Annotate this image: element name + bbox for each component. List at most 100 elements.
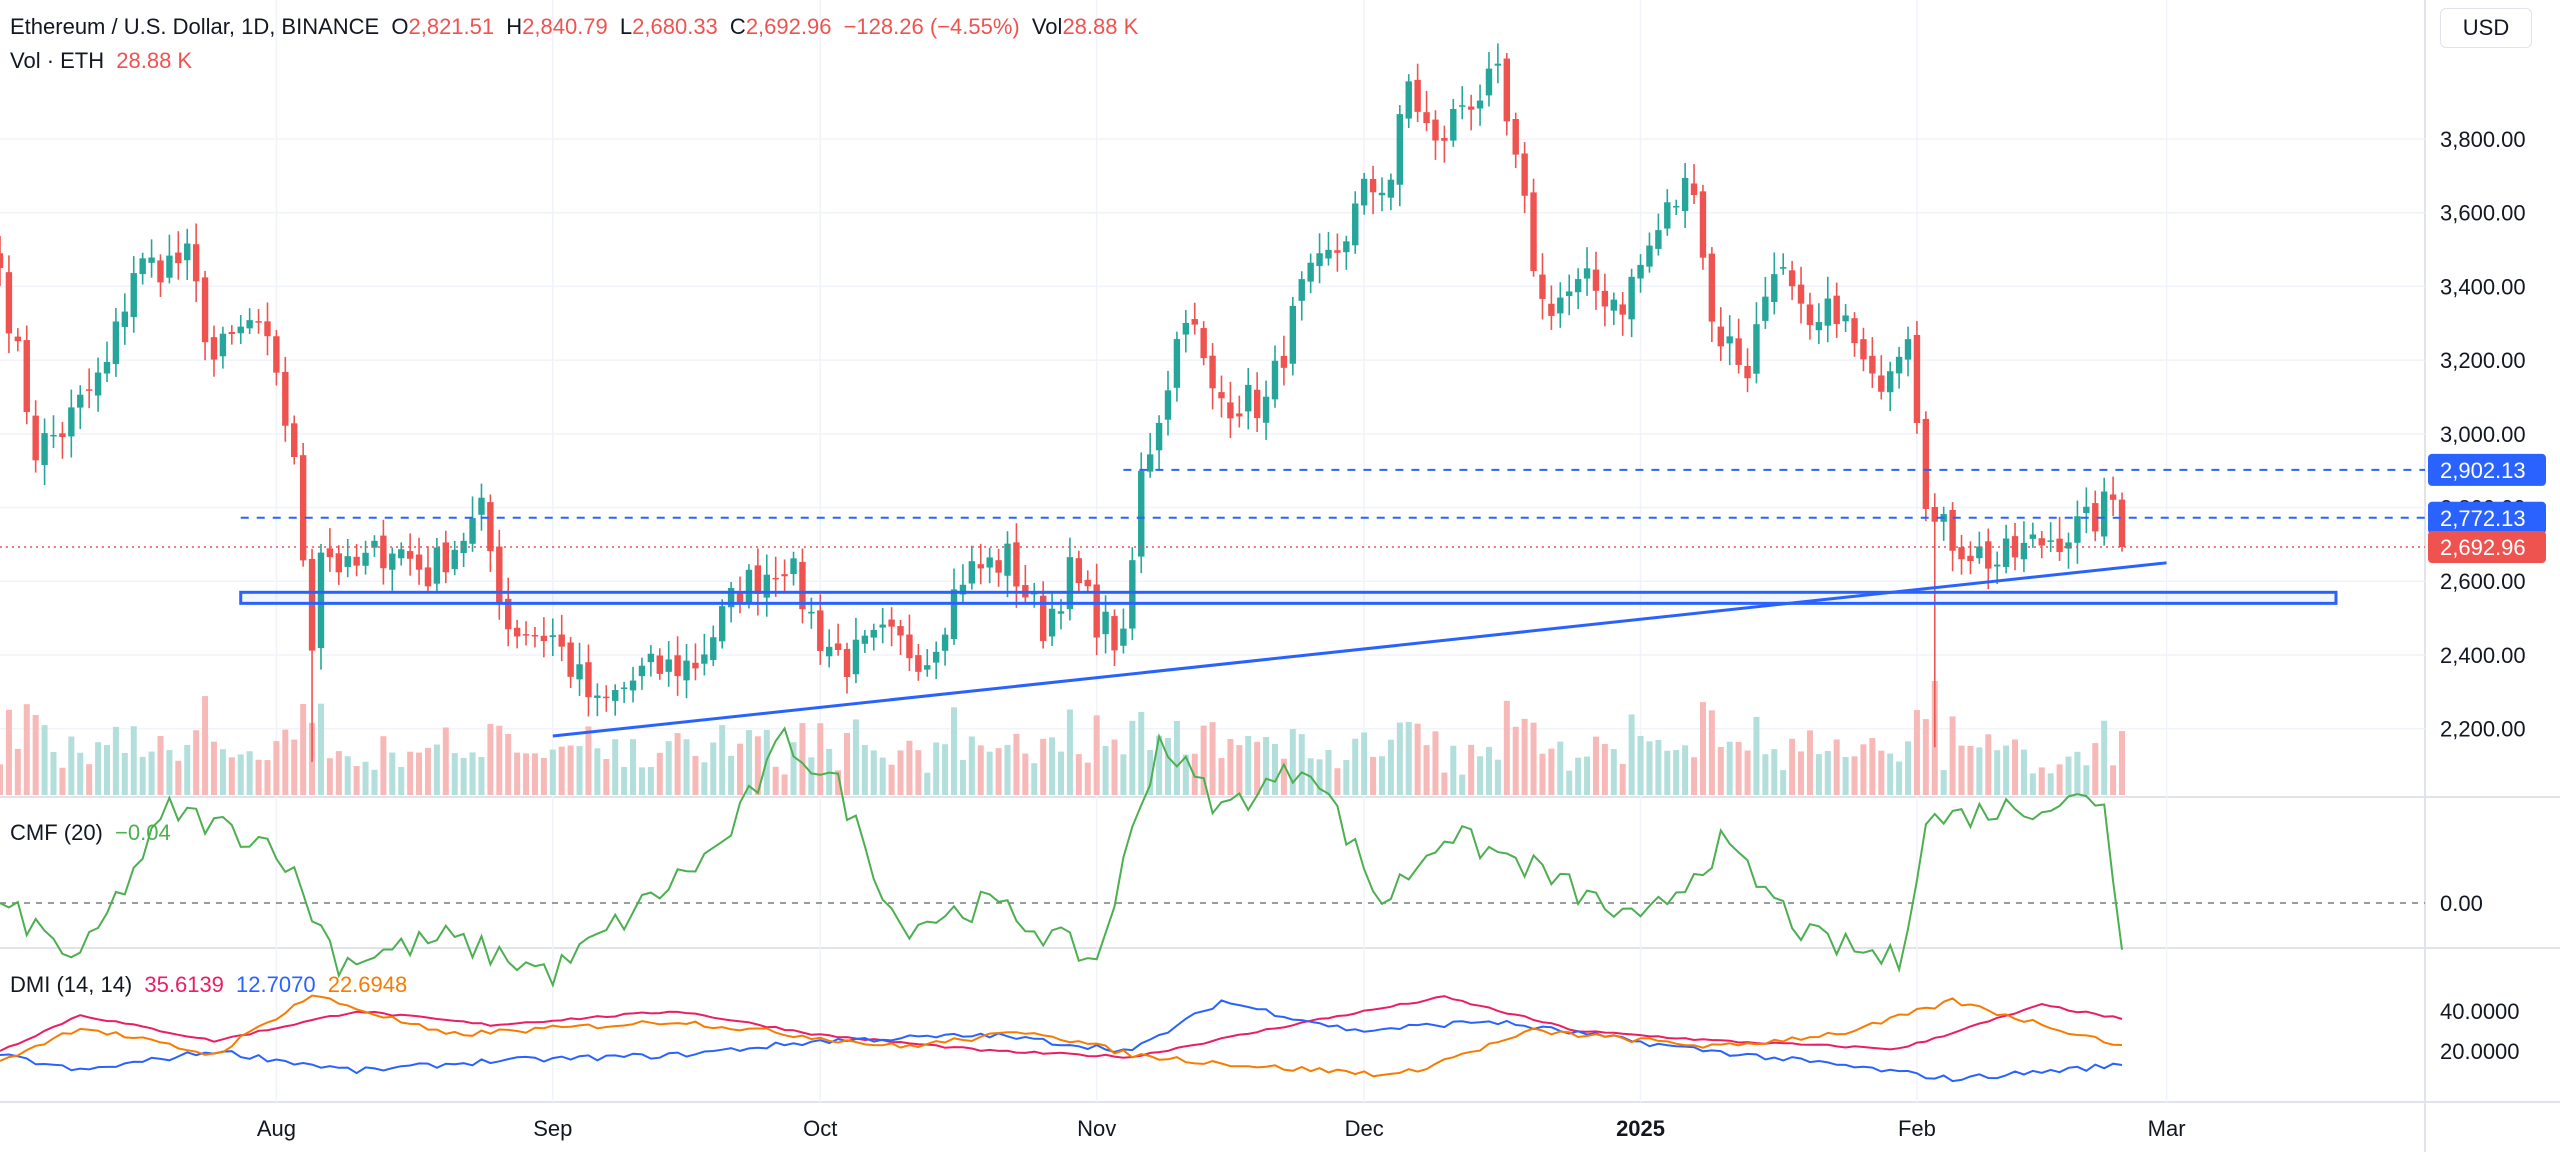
candle-body <box>1191 319 1198 325</box>
volume-bar <box>1334 768 1341 795</box>
cmf-legend: CMF (20) −0.04 <box>10 820 177 846</box>
volume-bar <box>942 744 949 795</box>
volume-bar <box>1744 750 1751 795</box>
candle-body <box>1485 68 1493 96</box>
volume-bar <box>1637 735 1644 795</box>
volume-bar <box>1691 757 1698 795</box>
volume-bar <box>1584 756 1591 795</box>
volume-bar <box>380 736 387 795</box>
candle-body <box>1619 304 1626 315</box>
candle-body <box>1895 356 1903 374</box>
volume-bar <box>1129 720 1136 795</box>
volume-bar <box>745 730 752 795</box>
volume-bar <box>1842 756 1849 795</box>
volume-bar <box>1245 735 1252 795</box>
volume-bar <box>1040 738 1047 795</box>
volume-bar <box>1530 722 1537 795</box>
candle-body <box>1360 178 1368 206</box>
volume-bar <box>1628 714 1635 795</box>
volume-bar <box>1673 749 1680 795</box>
candle-body <box>1039 595 1047 641</box>
candle-body <box>1369 178 1377 193</box>
cmf-zero-label: 0.00 <box>2440 891 2483 916</box>
candle-body <box>184 243 191 261</box>
candle-body <box>139 258 146 275</box>
candle-body <box>1120 628 1127 646</box>
candle-body <box>1378 192 1386 196</box>
volume-bar <box>1378 756 1385 795</box>
candle-body <box>59 433 66 438</box>
candle-body <box>799 561 806 610</box>
volume-bar <box>1503 700 1510 795</box>
volume-bar <box>1058 751 1065 795</box>
volume-bar <box>808 757 815 795</box>
symbol-title[interactable]: Ethereum / U.S. Dollar, 1D, BINANCE <box>10 14 380 39</box>
volume-bar <box>1325 750 1332 795</box>
volume-bar <box>50 752 57 795</box>
dmi-label[interactable]: DMI (14, 14) <box>10 972 133 997</box>
ohlc-close-label: C <box>729 14 746 39</box>
volume-bar <box>1004 744 1011 795</box>
candle-body <box>424 567 432 587</box>
candle-body <box>1985 541 1992 569</box>
candle-body <box>1503 58 1511 122</box>
dmi-plus-line <box>0 999 2123 1083</box>
ohlc-open: 2,821.51 <box>408 14 495 39</box>
volume-bar <box>2012 739 2019 795</box>
volume-bar <box>353 766 360 795</box>
trend-line[interactable] <box>552 561 2167 738</box>
candle-body <box>1708 253 1716 322</box>
candle-body <box>2056 538 2063 553</box>
volume-legend: Vol · ETH 28.88 K <box>10 48 198 74</box>
candle-body <box>1824 298 1831 326</box>
candle-body <box>264 321 271 337</box>
candle-body <box>1084 579 1091 587</box>
candle-body <box>1530 192 1537 271</box>
support-zone[interactable] <box>239 590 2338 605</box>
candle-body <box>1993 564 2001 567</box>
candle-body <box>1655 230 1662 249</box>
ohlc-low: 2,680.33 <box>632 14 718 39</box>
volume-bar <box>1619 763 1626 795</box>
candle-body <box>487 502 494 552</box>
y-tick-label: 3,600.00 <box>2440 201 2526 226</box>
candle-body <box>879 624 886 628</box>
x-tick-label: Nov <box>1077 1116 1116 1141</box>
price-label: 2,692.96 <box>2440 535 2526 560</box>
volume-bar <box>1940 770 1947 795</box>
volume-bar <box>710 742 717 795</box>
volume-bar <box>531 753 538 795</box>
volume-bar <box>103 745 110 795</box>
volume-bar <box>835 770 842 795</box>
candle-body <box>1574 279 1582 293</box>
y-tick-label: 2,200.00 <box>2440 717 2526 742</box>
volume-bar <box>1905 741 1912 795</box>
candle-body <box>451 549 458 570</box>
volume-bar <box>121 752 128 795</box>
candle-body <box>1717 326 1724 347</box>
candle-body <box>736 593 744 605</box>
candle-body <box>344 556 351 567</box>
candle-body <box>433 547 441 584</box>
vol-eth-label[interactable]: Vol · ETH <box>10 48 105 73</box>
volume-bar <box>1913 709 1920 795</box>
cmf-label[interactable]: CMF (20) <box>10 820 103 845</box>
dmi-minus-value: 22.6948 <box>327 972 408 997</box>
volume-bar <box>1878 750 1885 795</box>
volume-bar <box>1949 716 1956 795</box>
volume-bar <box>852 719 859 795</box>
volume-bar <box>576 745 583 795</box>
volume-bar <box>86 764 93 795</box>
volume-bar <box>291 739 298 795</box>
candle-body <box>772 577 779 580</box>
volume-bar <box>175 760 182 795</box>
volume-bar <box>1477 756 1484 795</box>
volume-bar <box>1887 753 1894 795</box>
volume-bar <box>1548 748 1555 795</box>
candle-body <box>1423 112 1430 124</box>
candle-body <box>1512 118 1519 155</box>
currency-selector[interactable]: USD <box>2440 8 2532 48</box>
volume-bar <box>95 742 102 795</box>
volume-bar <box>1762 754 1769 795</box>
